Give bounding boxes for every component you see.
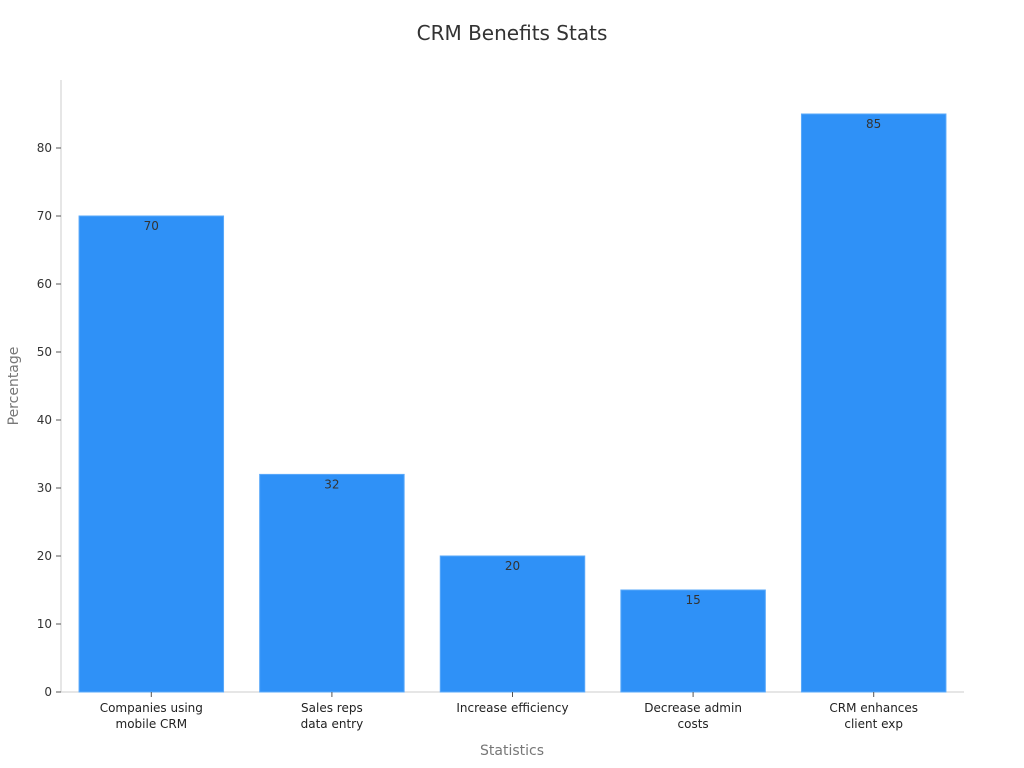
bar (259, 473, 405, 693)
bar (800, 113, 947, 693)
chart-title: CRM Benefits Stats (417, 21, 608, 45)
x-tick-label: Decrease admin costs (644, 701, 742, 731)
y-tick-label: 80 (37, 141, 52, 155)
bar (620, 589, 766, 693)
bar (439, 555, 586, 693)
x-axis-title: Statistics (480, 743, 544, 759)
y-tick-label: 40 (37, 413, 52, 427)
y-axis-ticks: 0 10 20 30 40 50 60 70 80 (37, 141, 61, 699)
y-tick-label: 70 (37, 209, 52, 223)
y-tick-label: 20 (37, 549, 52, 563)
y-tick-label: 60 (37, 277, 52, 291)
bars: 70 32 20 15 85 (78, 113, 947, 693)
x-axis-tick-labels: Companies using mobile CRM Sales reps data … (100, 692, 918, 731)
bar-value-label: 85 (866, 117, 881, 131)
y-axis-title: Percentage (6, 347, 22, 426)
bar-value-label: 20 (505, 559, 520, 573)
x-tick-label: CRM enhances client exp (829, 701, 918, 731)
bar-value-label: 15 (685, 593, 700, 607)
x-tick-label: Sales reps data entry (301, 701, 364, 731)
x-tick-label: Companies using mobile CRM (100, 701, 203, 731)
y-tick-label: 30 (37, 481, 52, 495)
y-tick-label: 10 (37, 617, 52, 631)
y-tick-label: 0 (44, 685, 52, 699)
x-tick-label: Increase efficiency (456, 701, 568, 715)
y-tick-label: 50 (37, 345, 52, 359)
bar-value-label: 32 (324, 477, 339, 491)
bar (78, 215, 225, 693)
bar-value-label: 70 (144, 219, 159, 233)
